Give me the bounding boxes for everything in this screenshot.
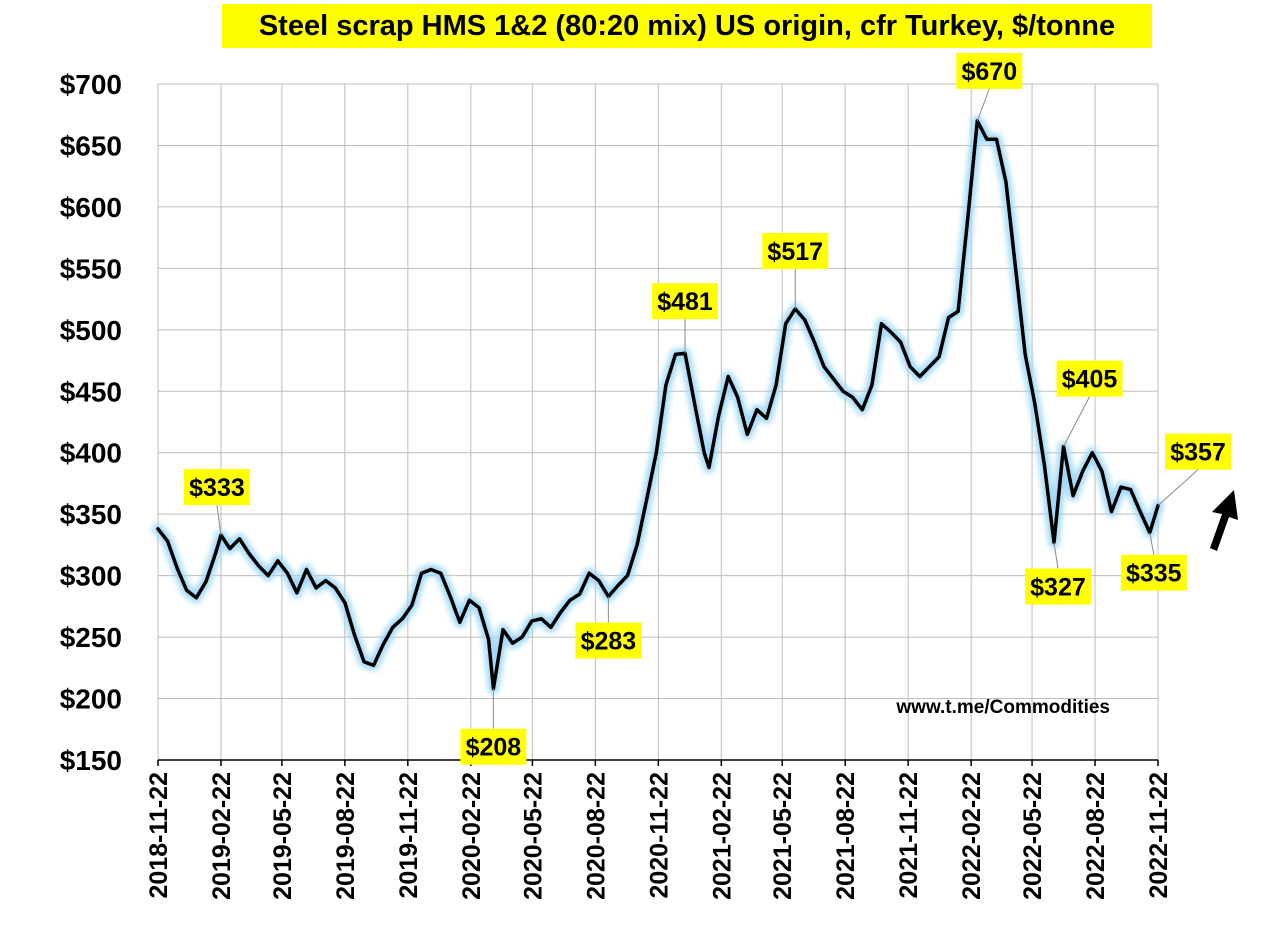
x-tick-label: 2022-08-22 [1082, 772, 1110, 900]
data-label-box [1024, 568, 1091, 605]
x-tick-label: 2021-02-22 [708, 772, 736, 900]
x-tick-label: 2020-11-22 [645, 772, 673, 899]
data-label-box [956, 52, 1023, 89]
data-label: $517 [762, 232, 829, 309]
x-tick-label: 2021-08-22 [832, 772, 860, 900]
x-tick-label: 2020-08-22 [582, 772, 610, 900]
data-label: $405 [1056, 360, 1123, 447]
data-label-box [1056, 360, 1123, 397]
data-label-text: $670 [961, 58, 1017, 86]
y-tick-label: $300 [60, 561, 122, 592]
data-label-text: $333 [189, 474, 245, 502]
data-label-text: $517 [767, 238, 823, 266]
y-axis: $150 $200 $250 $300 $350 $400 $450 $500 $550 $600… [60, 69, 122, 776]
data-label-box [183, 469, 250, 506]
data-label-text: $357 [1170, 439, 1226, 467]
data-label: $327 [1024, 542, 1091, 605]
data-label-text: $335 [1126, 560, 1182, 588]
data-label-text: $405 [1062, 366, 1118, 394]
y-tick-label: $500 [60, 315, 122, 346]
y-tick-label: $600 [60, 192, 122, 223]
grid [157, 83, 1159, 761]
data-label-text: $481 [657, 288, 713, 316]
data-label-text: $327 [1030, 573, 1086, 601]
y-tick-label: $250 [60, 622, 122, 653]
source-label: www.t.me/Commodities [895, 697, 1110, 718]
data-label: $481 [652, 283, 719, 354]
series-layer [152, 115, 1164, 695]
y-tick-label: $150 [60, 745, 122, 776]
data-label: $208 [460, 688, 527, 765]
y-tick-label: $400 [60, 438, 122, 469]
y-tick-label: $650 [60, 130, 122, 161]
x-tick-label: 2022-02-22 [958, 772, 986, 900]
x-tick-label: 2020-02-22 [458, 772, 486, 900]
x-tick-label: 2021-11-22 [895, 772, 923, 899]
data-label-box [1120, 554, 1187, 591]
data-label-text: $283 [581, 628, 637, 656]
data-label-box [652, 283, 719, 320]
data-label: $333 [183, 469, 250, 536]
data-label-box [762, 232, 829, 269]
y-tick-label: $350 [60, 499, 122, 530]
data-label: $670 [956, 52, 1023, 122]
data-label-box [460, 728, 527, 765]
leader-line [1063, 396, 1090, 447]
leader-line [216, 505, 222, 536]
leader-line [1157, 469, 1199, 506]
x-tick-label: 2020-05-22 [519, 772, 547, 900]
data-label-box [575, 622, 642, 659]
leader-line [976, 88, 990, 122]
chart-title: Steel scrap HMS 1&2 (80:20 mix) US origi… [222, 4, 1152, 48]
data-label: $335 [1120, 532, 1187, 591]
x-tick-label: 2019-05-22 [269, 772, 297, 900]
leader-line [1149, 532, 1155, 555]
data-label-text: $208 [466, 734, 522, 762]
up-arrow-icon [1210, 490, 1238, 551]
data-label: $283 [575, 596, 642, 659]
x-tick-label: 2019-08-22 [332, 772, 360, 900]
x-tick-label: 2022-11-22 [1145, 772, 1173, 899]
data-label: $357 [1157, 433, 1231, 506]
y-tick-label: $200 [60, 684, 122, 715]
leader-line [1053, 542, 1059, 569]
y-tick-label: $700 [60, 69, 122, 100]
x-tick-label: 2019-02-22 [208, 772, 236, 900]
x-axis: 2018-11-22 2019-02-22 2019-05-22 2019-08-22… [145, 759, 1173, 900]
series-line [156, 119, 1160, 691]
data-label-box [1165, 433, 1231, 470]
x-tick-label: 2019-11-22 [395, 772, 423, 899]
x-tick-label: 2021-05-22 [769, 772, 797, 900]
x-tick-label: 2022-05-22 [1019, 772, 1047, 900]
x-tick-label: 2018-11-22 [145, 772, 173, 899]
y-tick-label: $450 [60, 376, 122, 407]
annotation-layer: $333 $208 $283 $481 $517 $670 $327 $405 $335 $357 [183, 52, 1231, 765]
y-tick-label: $550 [60, 253, 122, 284]
